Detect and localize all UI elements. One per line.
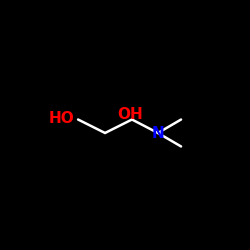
Text: OH: OH (118, 107, 143, 122)
Text: N: N (152, 126, 164, 142)
Text: HO: HO (48, 111, 74, 126)
